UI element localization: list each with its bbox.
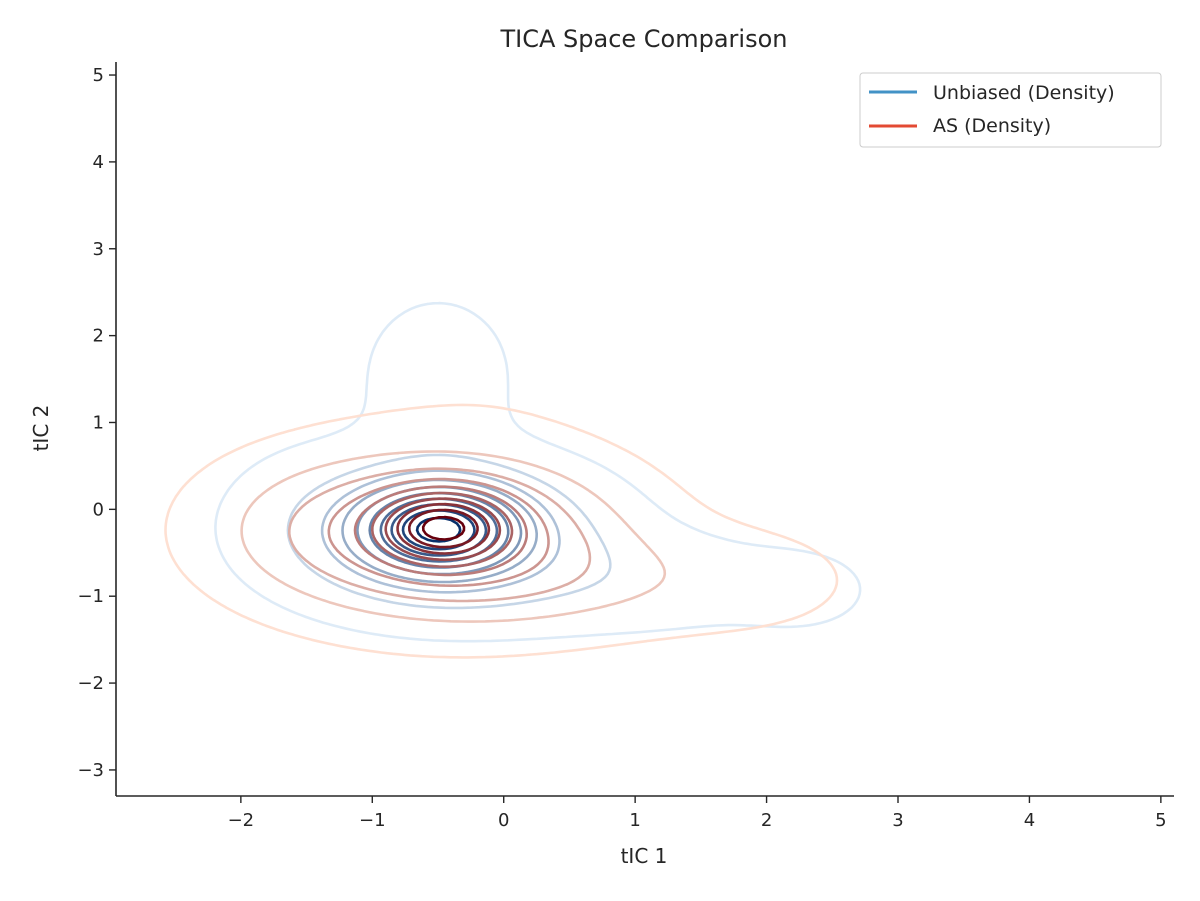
y-axis-label: tIC 2 [29,405,53,452]
unbiased-contour-level-1 [214,301,862,643]
unbiased-contour-level-3 [320,469,561,594]
legend-label-as: AS (Density) [933,115,1051,137]
y-tick-label: 5 [93,65,104,86]
y-tick-label: −2 [77,673,104,694]
y-tick-label: −3 [77,760,104,781]
unbiased-contour-level-4 [341,478,538,584]
x-tick-label: 1 [629,810,640,831]
x-tick-label: 5 [1155,810,1166,831]
x-tick-label: 3 [892,810,903,831]
x-axis-label: tIC 1 [621,844,668,868]
as-contour-level-2 [240,450,667,623]
y-tick-label: −1 [77,586,104,607]
as-contour-level-8 [396,502,491,555]
as-density-contours [164,403,839,659]
as-contour-level-9 [408,508,479,549]
x-axis-ticks: −2 −1 0 1 2 3 4 5 [228,796,1167,831]
y-tick-label: 3 [93,239,104,260]
as-contour-level-1 [164,403,839,659]
y-axis-ticks: −3 −2 −1 0 1 2 3 4 5 [77,65,116,781]
unbiased-density-contours [214,301,862,643]
as-contour-level-7 [384,497,502,562]
as-contour-level-10 [421,515,466,541]
x-tick-label: −1 [359,810,386,831]
y-tick-label: 0 [93,499,104,520]
legend: Unbiased (Density) AS (Density) [859,72,1162,148]
y-tick-label: 2 [93,326,104,347]
as-contour-level-5 [353,485,528,577]
y-tick-label: 4 [93,152,104,173]
x-tick-label: −2 [228,810,255,831]
as-contour-level-4 [327,477,550,587]
as-contour-level-3 [288,467,592,603]
x-tick-label: 4 [1024,810,1035,831]
legend-frame [859,72,1162,148]
x-tick-label: 0 [498,810,509,831]
y-tick-label: 1 [93,412,104,433]
x-tick-label: 2 [761,810,772,831]
unbiased-contour-level-2 [286,453,612,610]
chart-title: TICA Space Comparison [499,25,787,53]
as-contour-level-6 [371,491,514,568]
legend-label-unbiased: Unbiased (Density) [933,82,1115,104]
